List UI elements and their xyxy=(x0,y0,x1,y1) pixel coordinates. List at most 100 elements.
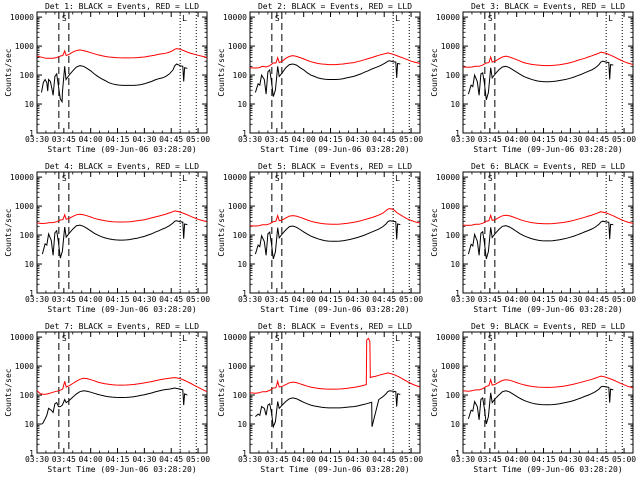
series-lld-line xyxy=(250,208,420,227)
y-tick-label: 1000 xyxy=(441,362,460,371)
y-tick-label: 10000 xyxy=(436,333,460,342)
x-tick-label: 05:00 xyxy=(612,135,636,144)
y-tick-label: 10 xyxy=(24,260,34,269)
x-tick-label: 03:30 xyxy=(451,295,475,304)
x-tick-label: 05:00 xyxy=(612,295,636,304)
y-tick-label: 1 xyxy=(29,289,34,298)
y-tick-label: 10 xyxy=(237,260,247,269)
y-tick-label: 1 xyxy=(242,449,247,458)
x-tick-label: 03:30 xyxy=(238,295,262,304)
x-tick-label: 04:45 xyxy=(585,135,609,144)
x-tick-label: 04:00 xyxy=(505,295,529,304)
x-axis-label: Start Time (09-Jun-06 03:28:20) xyxy=(473,305,622,314)
series-events-line xyxy=(41,63,188,104)
x-tick-label: 05:00 xyxy=(399,135,423,144)
x-tick-label: 04:15 xyxy=(105,455,129,464)
y-tick-label: 1000 xyxy=(15,202,34,211)
x-tick-label: 04:15 xyxy=(318,135,342,144)
series-events-line xyxy=(254,220,401,260)
y-tick-label: 1000 xyxy=(228,42,247,51)
y-tick-label: 10 xyxy=(24,420,34,429)
detector-panel-1: Det 1: BLACK = Events, RED = LLD 1 10 100 10… xyxy=(0,0,213,160)
x-axis-label: Start Time (09-Jun-06 03:28:20) xyxy=(47,465,196,474)
series-events-line xyxy=(254,60,401,97)
chart-title: Det 1: BLACK = Events, RED = LLD xyxy=(45,2,199,11)
plot-frame xyxy=(249,11,421,134)
plot-frame xyxy=(36,331,208,454)
x-axis-label: Start Time (09-Jun-06 03:28:20) xyxy=(47,305,196,314)
chart-det-1: Det 1: BLACK = Events, RED = LLD 1 10 100 10… xyxy=(4,2,210,154)
series-events-line xyxy=(467,385,614,425)
x-tick-label: 04:00 xyxy=(505,135,529,144)
y-tick-label: 1 xyxy=(242,289,247,298)
y-axis-label: Counts/sec xyxy=(430,48,439,96)
y-tick-label: 10000 xyxy=(223,173,247,182)
x-tick-label: 04:45 xyxy=(372,455,396,464)
marker-label-l: L xyxy=(182,174,187,183)
series-lld-line xyxy=(37,48,207,59)
plot-frame xyxy=(36,171,208,294)
x-tick-label: 03:45 xyxy=(265,295,289,304)
x-tick-label: 03:45 xyxy=(52,135,76,144)
y-tick-label: 10000 xyxy=(10,333,34,342)
x-tick-label: 03:45 xyxy=(52,455,76,464)
x-tick-label: 03:45 xyxy=(265,135,289,144)
x-tick-label: 04:00 xyxy=(292,135,316,144)
x-tick-label: 03:45 xyxy=(478,295,502,304)
series-lld-line xyxy=(463,51,633,68)
y-axis-label: Counts/sec xyxy=(217,208,226,256)
x-tick-label: 03:30 xyxy=(238,455,262,464)
x-tick-label: 04:30 xyxy=(345,135,369,144)
chart-title: Det 2: BLACK = Events, RED = LLD xyxy=(258,2,412,11)
x-axis-label: Start Time (09-Jun-06 03:28:20) xyxy=(473,465,622,474)
marker-label-s: S xyxy=(488,174,493,183)
chart-title: Det 7: BLACK = Events, RED = LLD xyxy=(45,322,199,331)
y-tick-label: 1 xyxy=(29,129,34,138)
x-tick-label: 04:30 xyxy=(558,455,582,464)
detector-panel-4: Det 4: BLACK = Events, RED = LLD 1 10 100 10… xyxy=(0,160,213,320)
chart-title: Det 8: BLACK = Events, RED = LLD xyxy=(258,322,412,331)
y-tick-label: 1000 xyxy=(441,202,460,211)
series-lld-line xyxy=(37,210,207,225)
x-tick-label: 04:45 xyxy=(372,135,396,144)
y-tick-label: 10 xyxy=(450,100,460,109)
y-tick-label: 100 xyxy=(233,231,248,240)
series-events-line xyxy=(467,60,614,100)
plot-frame xyxy=(462,331,634,454)
x-tick-label: 04:15 xyxy=(531,455,555,464)
y-tick-label: 10 xyxy=(237,420,247,429)
x-tick-label: 04:45 xyxy=(159,295,183,304)
x-tick-label: 04:00 xyxy=(79,135,103,144)
x-tick-label: 03:30 xyxy=(451,135,475,144)
x-tick-label: 04:00 xyxy=(79,455,103,464)
y-tick-label: 1 xyxy=(242,129,247,138)
chart-title: Det 4: BLACK = Events, RED = LLD xyxy=(45,162,199,171)
chart-det-2: Det 2: BLACK = Events, RED = LLD 1 10 100 10… xyxy=(217,2,423,154)
x-tick-label: 04:45 xyxy=(585,295,609,304)
series-events-line xyxy=(255,390,401,429)
x-tick-label: 04:00 xyxy=(505,455,529,464)
detector-panel-3: Det 3: BLACK = Events, RED = LLD 1 10 100 10… xyxy=(426,0,639,160)
detector-panel-2: Det 2: BLACK = Events, RED = LLD 1 10 100 10… xyxy=(213,0,426,160)
x-tick-label: 04:45 xyxy=(585,455,609,464)
x-tick-label: 04:45 xyxy=(372,295,396,304)
x-tick-label: 04:45 xyxy=(159,135,183,144)
chart-det-4: Det 4: BLACK = Events, RED = LLD 1 10 100 10… xyxy=(4,162,210,314)
y-tick-label: 10000 xyxy=(223,13,247,22)
x-tick-label: 04:15 xyxy=(105,135,129,144)
y-tick-label: 1 xyxy=(455,129,460,138)
marker-label-l: L xyxy=(608,334,613,343)
x-tick-label: 04:45 xyxy=(159,455,183,464)
x-tick-label: 05:00 xyxy=(399,295,423,304)
y-tick-label: 10 xyxy=(237,100,247,109)
marker-label-s: S xyxy=(488,14,493,23)
chart-title: Det 9: BLACK = Events, RED = LLD xyxy=(471,322,625,331)
y-axis-label: Counts/sec xyxy=(430,368,439,416)
y-tick-label: 100 xyxy=(446,71,461,80)
x-tick-label: 04:15 xyxy=(318,455,342,464)
y-tick-label: 1 xyxy=(455,289,460,298)
plot-frame xyxy=(462,11,634,134)
detector-panel-5: Det 5: BLACK = Events, RED = LLD 1 10 100 10… xyxy=(213,160,426,320)
y-tick-label: 10 xyxy=(450,420,460,429)
